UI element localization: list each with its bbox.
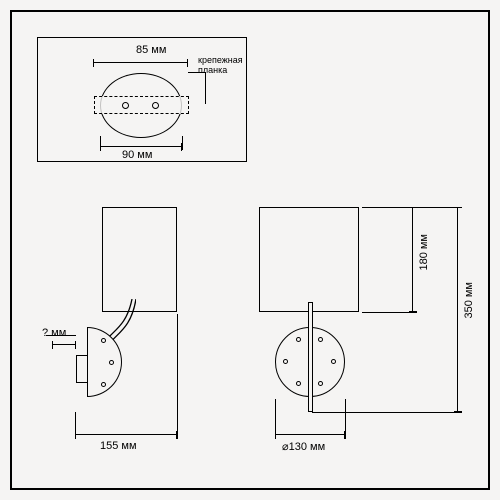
lampshade-side bbox=[102, 207, 177, 312]
plate-hole bbox=[101, 382, 106, 387]
side-elevation bbox=[62, 207, 212, 412]
dim-line-130 bbox=[275, 434, 345, 435]
mounting-bracket bbox=[94, 96, 189, 114]
plate-hole bbox=[296, 381, 301, 386]
lampshade-front bbox=[259, 207, 359, 312]
ext-line bbox=[177, 314, 178, 439]
dim-label-85: 85 мм bbox=[136, 44, 166, 56]
ext-line bbox=[312, 412, 462, 413]
mounting-hole-left bbox=[122, 102, 129, 109]
dim-line-85 bbox=[93, 62, 188, 63]
dim-line-90 bbox=[100, 146, 182, 147]
mounting-plate-diagram bbox=[88, 73, 196, 138]
dim-line-180 bbox=[412, 207, 413, 312]
mounting-hole-right bbox=[152, 102, 159, 109]
dim-label-180: 180 мм bbox=[418, 234, 430, 271]
dim-line-155 bbox=[75, 434, 177, 435]
leader-line bbox=[188, 72, 206, 104]
dim-line-depth bbox=[52, 344, 76, 345]
ext-line bbox=[345, 399, 346, 439]
stem-front bbox=[308, 302, 313, 412]
dim-label-130: ⌀130 мм bbox=[282, 440, 325, 453]
front-elevation bbox=[247, 207, 372, 412]
ext-line-90-right bbox=[182, 136, 183, 150]
plate-hole bbox=[109, 360, 114, 365]
dim-line-350 bbox=[457, 207, 458, 412]
ext-line bbox=[362, 312, 417, 313]
dim-label-350: 350 мм bbox=[463, 282, 475, 319]
plate-hole bbox=[283, 359, 288, 364]
mounting-detail-box: 85 мм крепежная планка 90 мм bbox=[37, 37, 247, 162]
plate-hole bbox=[318, 381, 323, 386]
plate-hole bbox=[318, 337, 323, 342]
drawing-frame: 85 мм крепежная планка 90 мм bbox=[10, 10, 490, 490]
bracket-label-line2: планка bbox=[198, 65, 227, 75]
plate-hole bbox=[296, 337, 301, 342]
dim-label-depth: ? мм bbox=[42, 327, 66, 339]
dim-label-155: 155 мм bbox=[100, 440, 137, 452]
dim-label-90: 90 мм bbox=[122, 149, 152, 161]
bracket-label-line1: крепежная bbox=[198, 55, 243, 65]
bracket-label: крепежная планка bbox=[198, 56, 243, 76]
plate-hole bbox=[331, 359, 336, 364]
switch-side bbox=[76, 355, 88, 383]
plate-hole bbox=[101, 338, 106, 343]
